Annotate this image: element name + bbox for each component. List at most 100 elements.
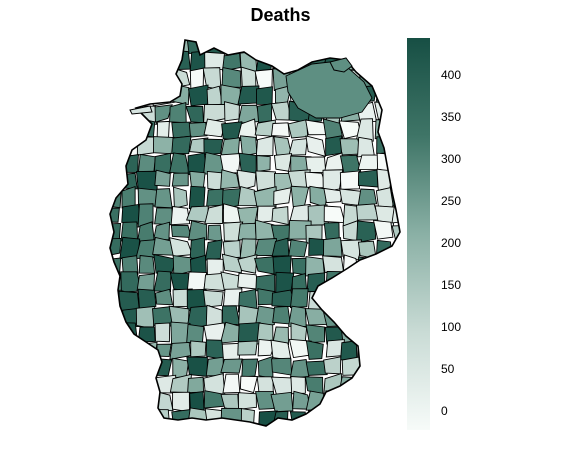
district-area	[154, 207, 174, 226]
district-area	[237, 423, 260, 426]
district-area	[357, 270, 380, 294]
district-area	[120, 406, 140, 426]
district-area	[188, 121, 208, 138]
district-area	[169, 424, 192, 426]
district-area	[110, 185, 122, 209]
district-area	[271, 122, 290, 138]
district-area	[138, 255, 156, 274]
district-area	[169, 152, 190, 176]
district-area	[271, 357, 293, 376]
district-area	[357, 340, 379, 360]
district-area	[374, 101, 394, 121]
district-area	[120, 390, 141, 414]
district-area	[239, 135, 258, 157]
district-area	[273, 153, 293, 172]
district-area	[171, 172, 189, 187]
district-area	[373, 52, 395, 73]
district-area	[325, 390, 346, 409]
district-area	[372, 219, 394, 240]
district-area	[170, 66, 191, 89]
district-area	[339, 170, 361, 190]
district-area	[221, 253, 242, 274]
district-area	[323, 356, 342, 375]
district-area	[110, 356, 123, 378]
district-area	[374, 323, 395, 345]
district-area	[305, 135, 326, 157]
district-area	[207, 224, 223, 242]
district-area	[305, 360, 328, 376]
district-area	[204, 239, 223, 261]
district-area	[357, 154, 380, 171]
district-area	[156, 120, 170, 140]
district-area	[257, 355, 274, 379]
district-area	[221, 67, 242, 88]
district-area	[357, 169, 379, 188]
legend-tick-label: 300	[441, 152, 462, 166]
district-area	[110, 169, 123, 191]
district-area	[153, 253, 177, 275]
district-area	[110, 237, 122, 257]
district-area	[187, 84, 209, 107]
district-area	[221, 40, 241, 55]
district-area	[237, 392, 257, 410]
district-area	[236, 169, 257, 191]
district-area	[222, 427, 240, 445]
district-area	[340, 271, 359, 292]
district-area	[185, 105, 204, 124]
district-area	[152, 52, 172, 72]
district-area	[375, 71, 397, 90]
district-area	[135, 373, 157, 398]
district-area	[255, 135, 274, 156]
district-area	[287, 40, 308, 54]
district-area	[139, 67, 160, 90]
district-area	[187, 407, 209, 426]
district-area	[305, 423, 328, 426]
district-area	[375, 406, 395, 426]
island-ruegen	[329, 57, 353, 73]
district-area	[137, 187, 158, 207]
district-area	[137, 288, 157, 310]
district-area	[307, 40, 326, 54]
district-area	[205, 356, 224, 377]
district-area	[341, 356, 361, 376]
district-area	[357, 50, 378, 68]
district-area	[339, 154, 362, 176]
district-area	[153, 270, 172, 293]
district-area	[339, 407, 361, 426]
legend-tick-label: 0	[441, 404, 448, 418]
district-area	[355, 118, 374, 142]
legend-tick-label: 150	[441, 278, 462, 292]
district-area	[323, 205, 346, 224]
district-area	[272, 410, 289, 425]
district-area	[376, 168, 397, 191]
district-area	[110, 40, 120, 55]
district-area	[308, 408, 329, 426]
district-area	[110, 50, 123, 71]
district-area	[187, 376, 204, 394]
district-area	[357, 392, 378, 411]
district-area	[325, 135, 343, 157]
district-area	[188, 185, 206, 209]
district-area	[120, 374, 141, 396]
district-area	[256, 103, 273, 123]
district-area	[377, 356, 393, 378]
district-area	[338, 40, 360, 56]
district-area	[154, 104, 173, 123]
district-area	[356, 424, 379, 426]
district-area	[376, 391, 395, 409]
district-area	[121, 255, 139, 277]
district-area	[139, 427, 156, 446]
district-area	[204, 425, 225, 426]
district-area	[205, 339, 226, 361]
district-area	[171, 135, 192, 155]
district-area	[154, 169, 171, 187]
district-area	[322, 40, 345, 51]
district-area	[324, 290, 343, 310]
district-area	[154, 428, 170, 443]
district-area	[204, 51, 225, 71]
district-area	[375, 305, 395, 329]
district-area	[237, 118, 258, 141]
district-area	[110, 324, 123, 345]
district-area	[237, 104, 261, 124]
district-area	[118, 340, 139, 360]
